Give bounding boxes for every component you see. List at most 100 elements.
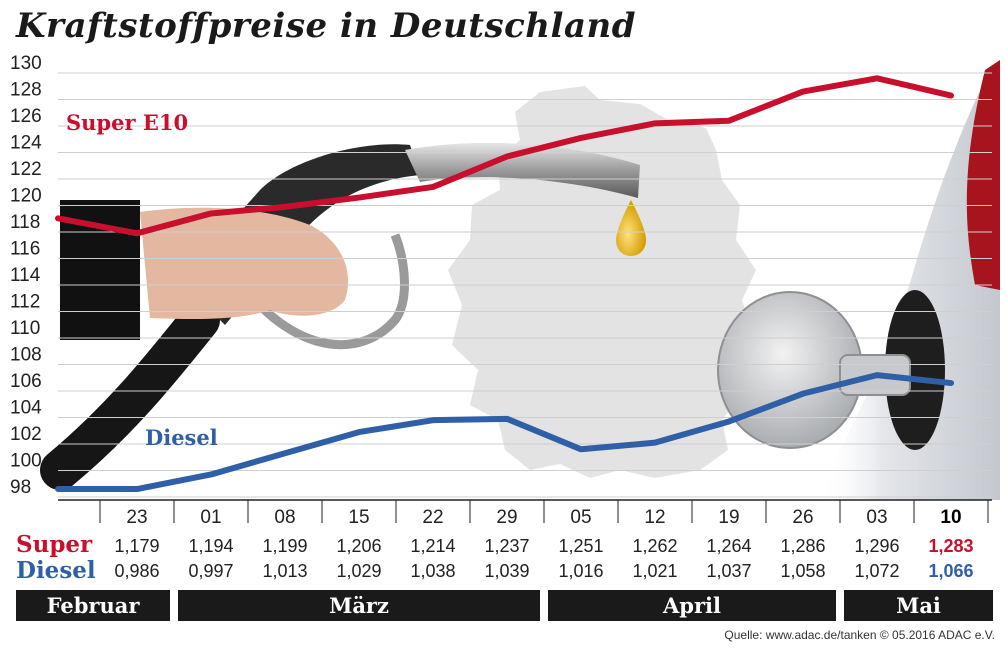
value-label-diesel: 1,072 [854, 561, 899, 581]
value-label-super: 1,283 [928, 536, 973, 556]
y-tick-label: 118 [10, 212, 40, 233]
value-label-diesel: 1,013 [262, 561, 307, 581]
value-label-diesel: 1,021 [632, 561, 677, 581]
x-tick-label: 29 [496, 507, 517, 528]
data-point-super-e10 [874, 75, 880, 81]
value-label-diesel: 1,037 [706, 561, 751, 581]
data-point-super-e10 [282, 204, 288, 210]
y-tick-label: 120 [10, 186, 42, 207]
y-tick-label: 114 [10, 265, 41, 286]
data-point-diesel [208, 471, 214, 477]
value-label-diesel: 0,986 [114, 561, 159, 581]
data-point-super-e10 [430, 184, 436, 190]
data-point-super-e10 [726, 118, 732, 124]
x-tick-label: 10 [940, 507, 961, 528]
month-label: Mai [896, 593, 941, 618]
month-label: April [662, 593, 721, 618]
series-label-super-e10: Super E10 [66, 110, 188, 135]
y-tick-label: 130 [10, 53, 42, 74]
value-label-super: 1,214 [410, 536, 455, 556]
x-axis: 23 01 08 15 22 29 05 12 19 26 03 10 [58, 499, 992, 528]
month-label: März [329, 593, 389, 618]
x-tick-label: 08 [274, 507, 295, 528]
y-tick-label: 128 [10, 80, 42, 101]
x-tick-label: 12 [644, 507, 665, 528]
data-point-diesel [800, 391, 806, 397]
x-tick-label: 19 [718, 507, 739, 528]
x-tick-label: 22 [422, 507, 443, 528]
data-point-super-e10 [134, 230, 140, 236]
month-bar [844, 590, 993, 621]
value-label-super: 1,286 [780, 536, 825, 556]
x-tick-label: 26 [792, 507, 813, 528]
oil-drop-icon [616, 200, 646, 256]
x-tick-label: 05 [570, 507, 591, 528]
value-label-super: 1,262 [632, 536, 677, 556]
y-tick-label: 104 [10, 398, 42, 419]
car-body [820, 60, 1000, 500]
data-point-diesel [504, 416, 510, 422]
value-label-diesel: 1,029 [336, 561, 381, 581]
value-label-super: 1,206 [336, 536, 381, 556]
value-label-diesel: 1,039 [484, 561, 529, 581]
page-title: Kraftstoffpreise in Deutschland [16, 6, 636, 46]
data-point-super-e10 [356, 195, 362, 201]
y-tick-label: 126 [10, 106, 42, 127]
y-tick-label: 100 [10, 451, 42, 472]
data-point-diesel [948, 380, 954, 386]
value-label-diesel: 1,058 [780, 561, 825, 581]
value-label-super: 1,199 [262, 536, 307, 556]
data-point-diesel [726, 418, 732, 424]
value-label-super: 1,251 [558, 536, 603, 556]
y-tick-label: 122 [10, 159, 42, 180]
month-band: Februar März April Mai [16, 590, 993, 621]
value-label-super: 1,179 [114, 536, 159, 556]
x-tick-label: 03 [866, 507, 887, 528]
car-taillight [966, 60, 1000, 290]
data-point-super-e10 [578, 135, 584, 141]
value-label-super: 1,296 [854, 536, 899, 556]
fuel-nozzle-trigger [251, 233, 409, 350]
chart-series [55, 75, 954, 493]
y-tick-label: 124 [10, 133, 42, 154]
y-tick-label: 108 [10, 345, 42, 366]
x-tick-label: 23 [126, 507, 147, 528]
month-bar [16, 590, 170, 621]
y-tick-label: 112 [10, 292, 40, 313]
data-point-diesel [874, 372, 880, 378]
data-point-super-e10 [504, 153, 510, 159]
y-tick-label: 110 [10, 318, 40, 339]
value-label-super: 1,237 [484, 536, 529, 556]
hand [140, 207, 349, 320]
y-tick-label: 102 [10, 424, 42, 445]
data-point-super-e10 [800, 89, 806, 95]
y-tick-label: 106 [10, 371, 42, 392]
row-label-diesel: Diesel [16, 557, 96, 584]
series-labels: Super E10 Diesel [66, 110, 218, 450]
month-bar [178, 590, 540, 621]
fuel-nozzle-spout [405, 142, 640, 198]
y-tick-label: 116 [10, 239, 40, 260]
value-label-diesel: 1,016 [558, 561, 603, 581]
value-label-diesel: 1,038 [410, 561, 455, 581]
source-note: Quelle: www.adac.de/tanken © 05.2016 ADA… [724, 628, 995, 642]
x-tick-label: 15 [348, 507, 369, 528]
data-point-diesel [282, 450, 288, 456]
data-point-super-e10 [948, 93, 954, 99]
chart-grid [58, 72, 992, 498]
value-label-super: 1,264 [706, 536, 751, 556]
data-point-super-e10 [652, 120, 658, 126]
month-bar [548, 590, 836, 621]
germany-map-silhouette [448, 86, 756, 478]
data-point-diesel [430, 417, 436, 423]
fuel-tank-opening [885, 290, 945, 450]
series-label-diesel: Diesel [145, 425, 218, 450]
data-point-diesel [356, 429, 362, 435]
row-label-super: Super [16, 531, 93, 558]
data-point-super-e10 [208, 210, 214, 216]
data-point-diesel [578, 446, 584, 452]
data-point-diesel [652, 440, 658, 446]
value-label-diesel: 1,066 [928, 561, 973, 581]
month-label: Februar [47, 593, 141, 618]
